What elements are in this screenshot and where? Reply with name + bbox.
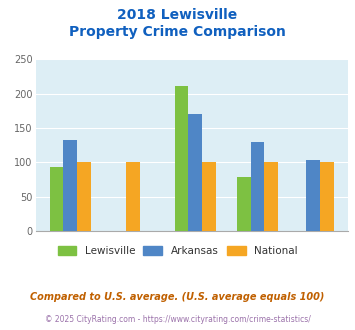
Bar	[237, 177, 251, 231]
Bar	[175, 86, 188, 231]
Bar	[188, 114, 202, 231]
Bar	[306, 160, 320, 231]
Text: 2018 Lewisville: 2018 Lewisville	[118, 8, 237, 22]
Bar	[126, 162, 140, 231]
Bar	[77, 162, 91, 231]
Bar	[202, 162, 216, 231]
Bar	[264, 162, 278, 231]
Text: Property Crime Comparison: Property Crime Comparison	[69, 25, 286, 39]
Bar	[64, 140, 77, 231]
Text: © 2025 CityRating.com - https://www.cityrating.com/crime-statistics/: © 2025 CityRating.com - https://www.city…	[45, 315, 310, 324]
Bar	[251, 142, 264, 231]
Bar	[320, 162, 334, 231]
Legend: Lewisville, Arkansas, National: Lewisville, Arkansas, National	[53, 242, 302, 260]
Bar	[50, 167, 64, 231]
Text: Compared to U.S. average. (U.S. average equals 100): Compared to U.S. average. (U.S. average …	[30, 292, 325, 302]
